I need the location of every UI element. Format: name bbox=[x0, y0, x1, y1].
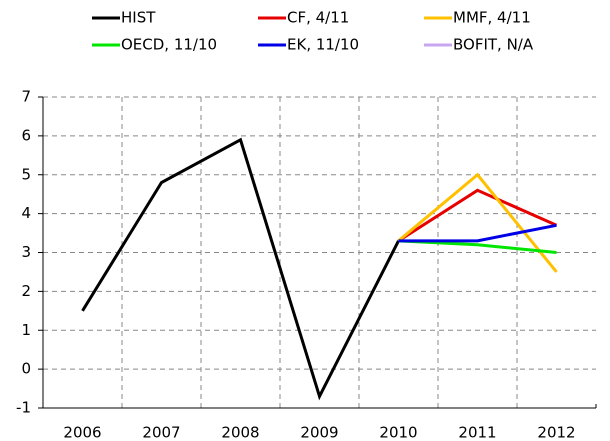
x-tick-label: 2010 bbox=[379, 424, 417, 441]
legend-label: BOFIT, N/A bbox=[453, 36, 534, 54]
legend-label: CF, 4/11 bbox=[287, 9, 349, 27]
legend-label: OECD, 11/10 bbox=[121, 36, 217, 54]
series-line bbox=[398, 223, 557, 243]
y-tick-label: 3 bbox=[21, 243, 31, 261]
series-line bbox=[81, 137, 400, 401]
series-line bbox=[397, 172, 558, 273]
y-tick-label: 4 bbox=[21, 204, 31, 222]
y-tick-label: 6 bbox=[21, 126, 31, 144]
x-tick-label: 2006 bbox=[63, 424, 101, 441]
x-tick-label: 2009 bbox=[300, 424, 338, 441]
y-tick-label: -1 bbox=[16, 399, 31, 417]
y-tick-label: 5 bbox=[21, 165, 31, 183]
y-tick-label: 7 bbox=[21, 88, 31, 106]
legend-label: MMF, 4/11 bbox=[453, 9, 531, 27]
y-tick-label: 0 bbox=[21, 360, 31, 378]
y-tick-label: 2 bbox=[21, 282, 31, 300]
legend-label: HIST bbox=[121, 9, 156, 27]
y-tick-label: 1 bbox=[21, 321, 31, 339]
x-tick-label: 2012 bbox=[537, 424, 575, 441]
x-tick-label: 2011 bbox=[458, 424, 496, 441]
series-line bbox=[397, 188, 558, 243]
x-tick-label: 2007 bbox=[142, 424, 180, 441]
x-tick-label: 2008 bbox=[221, 424, 259, 441]
legend-label: EK, 11/10 bbox=[287, 36, 359, 54]
